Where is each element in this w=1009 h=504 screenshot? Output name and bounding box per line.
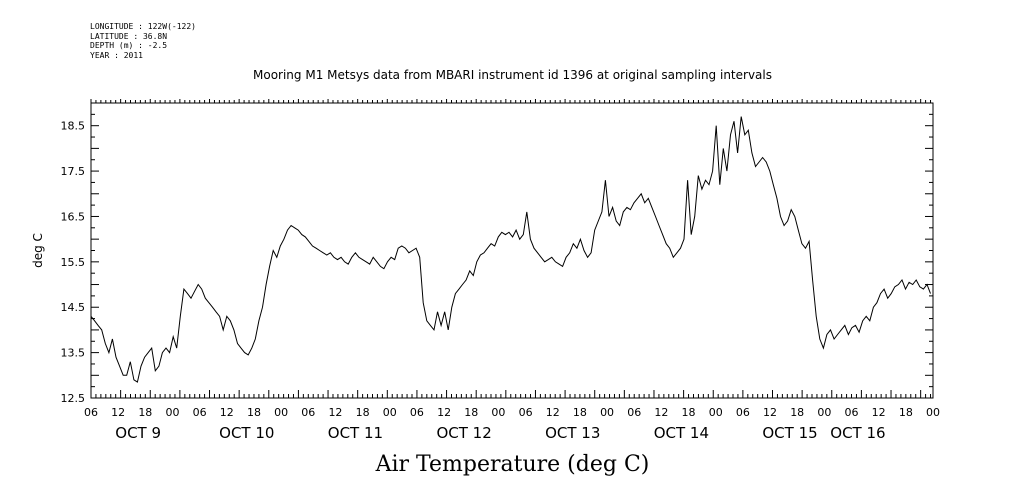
y-tick-label: 12.5 [61, 392, 86, 405]
x-hour-label: 12 [220, 406, 234, 419]
y-tick-label: 15.5 [61, 256, 86, 269]
plot-frame [90, 102, 934, 399]
x-hour-label: 00 [709, 406, 723, 419]
y-axis-label: deg C [31, 233, 45, 268]
y-tick-label: 13.5 [61, 347, 86, 360]
x-hour-label: 06 [627, 406, 641, 419]
x-hour-label: 18 [790, 406, 804, 419]
x-day-label: OCT 10 [219, 424, 274, 442]
year-text: YEAR : 2011 [90, 50, 143, 60]
x-hour-label: 18 [247, 406, 261, 419]
x-hour-label: 18 [356, 406, 370, 419]
x-hour-label: 06 [845, 406, 859, 419]
x-hour-label: 00 [817, 406, 831, 419]
y-tick-label: 16.5 [61, 210, 86, 223]
y-tick-label: 14.5 [61, 301, 86, 314]
x-hour-label: 18 [682, 406, 696, 419]
x-hour-label: 06 [410, 406, 424, 419]
x-day-label: OCT 15 [762, 424, 817, 442]
x-hour-label: 18 [138, 406, 152, 419]
x-hour-label: 06 [736, 406, 750, 419]
x-hour-label: 06 [301, 406, 315, 419]
depth-text: DEPTH (m) : -2.5 [90, 41, 168, 50]
x-day-label: OCT 14 [654, 424, 709, 442]
x-hour-label: 12 [763, 406, 777, 419]
x-hour-label: 00 [600, 406, 614, 419]
x-day-label: OCT 13 [545, 424, 600, 442]
y-tick-label: 18.5 [61, 120, 86, 133]
latitude-text: LATITUDE : 36.8N [90, 31, 168, 41]
x-hour-label: 06 [84, 406, 98, 419]
x-hour-label: 00 [274, 406, 288, 419]
x-day-label: OCT 16 [830, 424, 885, 442]
chart-title: Mooring M1 Metsys data from MBARI instru… [253, 68, 772, 82]
x-axis-label: Air Temperature (deg C) [375, 452, 650, 477]
x-hour-label: 12 [654, 406, 668, 419]
x-hour-label: 12 [111, 406, 125, 419]
x-hour-label: 00 [926, 406, 940, 419]
x-hour-label: 06 [519, 406, 533, 419]
x-hour-label: 18 [573, 406, 587, 419]
x-hour-label: 00 [491, 406, 505, 419]
x-hour-label: 12 [546, 406, 560, 419]
x-hour-label: 12 [872, 406, 886, 419]
x-hour-label: 00 [383, 406, 397, 419]
x-day-label: OCT 12 [436, 424, 491, 442]
longitude-text: LONGITUDE : 122W(-122) [90, 22, 196, 31]
x-hour-label: 12 [437, 406, 451, 419]
metadata-block: LONGITUDE : 122W(-122) LATITUDE : 36.8N … [90, 22, 196, 60]
x-hour-label: 12 [328, 406, 342, 419]
x-hour-label: 18 [464, 406, 478, 419]
x-hour-label: 00 [165, 406, 179, 419]
air-temperature-series-line [90, 116, 931, 383]
x-day-label: OCT 9 [115, 424, 161, 442]
x-day-label: OCT 11 [328, 424, 383, 442]
x-hour-label: 18 [899, 406, 913, 419]
x-hour-label: 06 [193, 406, 207, 419]
y-tick-label: 17.5 [61, 165, 86, 178]
